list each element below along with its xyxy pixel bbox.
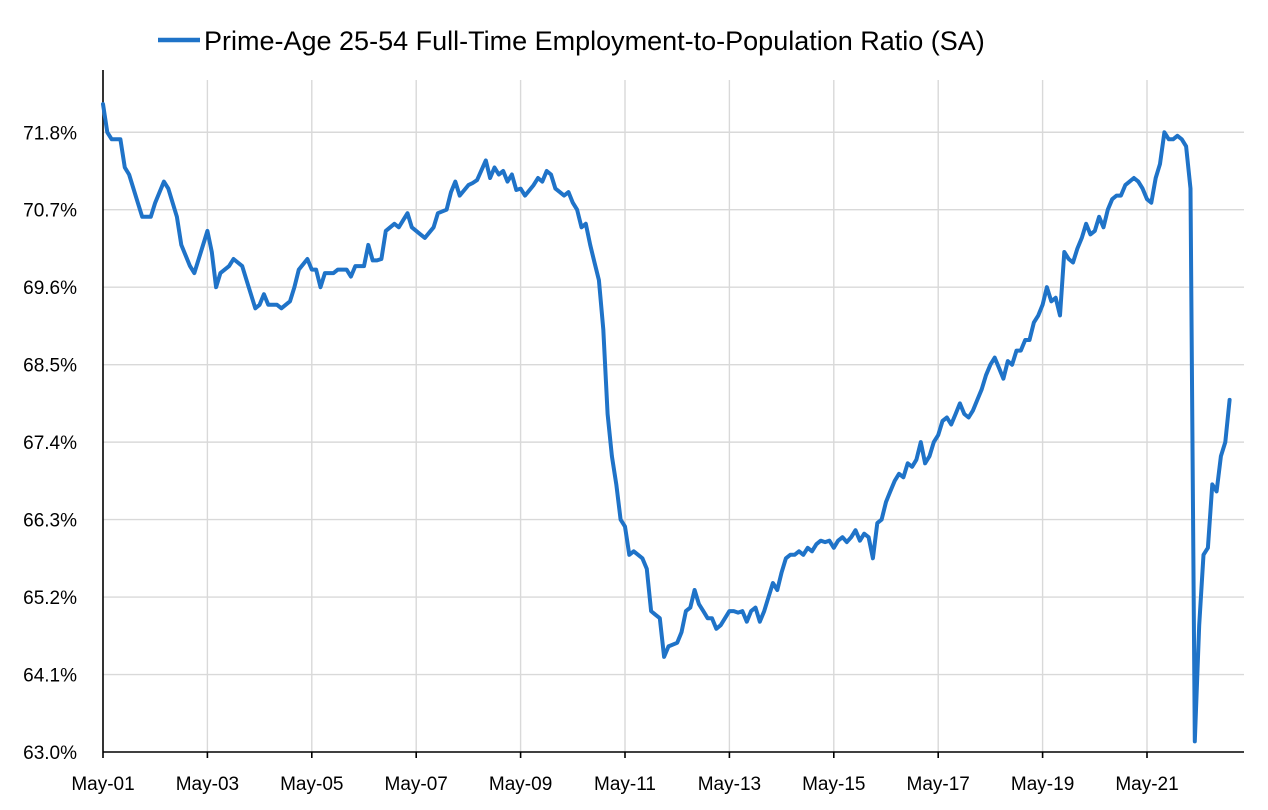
y-tick-label: 69.6%: [23, 278, 77, 299]
x-tick-label: May-13: [698, 774, 761, 795]
x-tick-label: May-07: [385, 774, 448, 795]
x-tick-label: May-09: [489, 774, 552, 795]
x-tick-label: May-03: [176, 774, 239, 795]
x-tick-label: May-11: [594, 774, 656, 795]
y-tick-label: 64.1%: [23, 666, 77, 687]
x-tick-label: May-05: [280, 774, 343, 795]
x-tick-label: May-21: [1115, 774, 1178, 795]
legend-label: Prime-Age 25-54 Full-Time Employment-to-…: [204, 26, 985, 56]
y-tick-label: 65.2%: [23, 588, 77, 609]
x-tick-label: May-15: [802, 774, 865, 795]
axes: [102, 70, 1244, 758]
x-tick-label: May-19: [1011, 774, 1074, 795]
x-tick-label: May-01: [71, 774, 134, 795]
y-tick-label: 66.3%: [23, 511, 77, 532]
y-tick-labels: 63.0% 64.1% 65.2% 66.3% 67.4% 68.5% 69.6% 70.7%…: [23, 123, 77, 764]
x-tick-label: May-17: [907, 774, 970, 795]
y-tick-label: 67.4%: [23, 433, 77, 454]
x-tick-labels: May-01 May-03 May-05 May-07 May-09 May-11 May-…: [71, 774, 1178, 795]
y-tick-label: 71.8%: [23, 123, 77, 144]
y-tick-label: 70.7%: [23, 201, 77, 222]
y-tick-label: 68.5%: [23, 356, 77, 377]
series-line: [101, 102, 1232, 744]
y-tick-label: 63.0%: [23, 743, 77, 764]
gridlines: [103, 80, 1244, 752]
series-layer: [101, 102, 1232, 744]
legend[interactable]: Prime-Age 25-54 Full-Time Employment-to-…: [158, 26, 985, 56]
